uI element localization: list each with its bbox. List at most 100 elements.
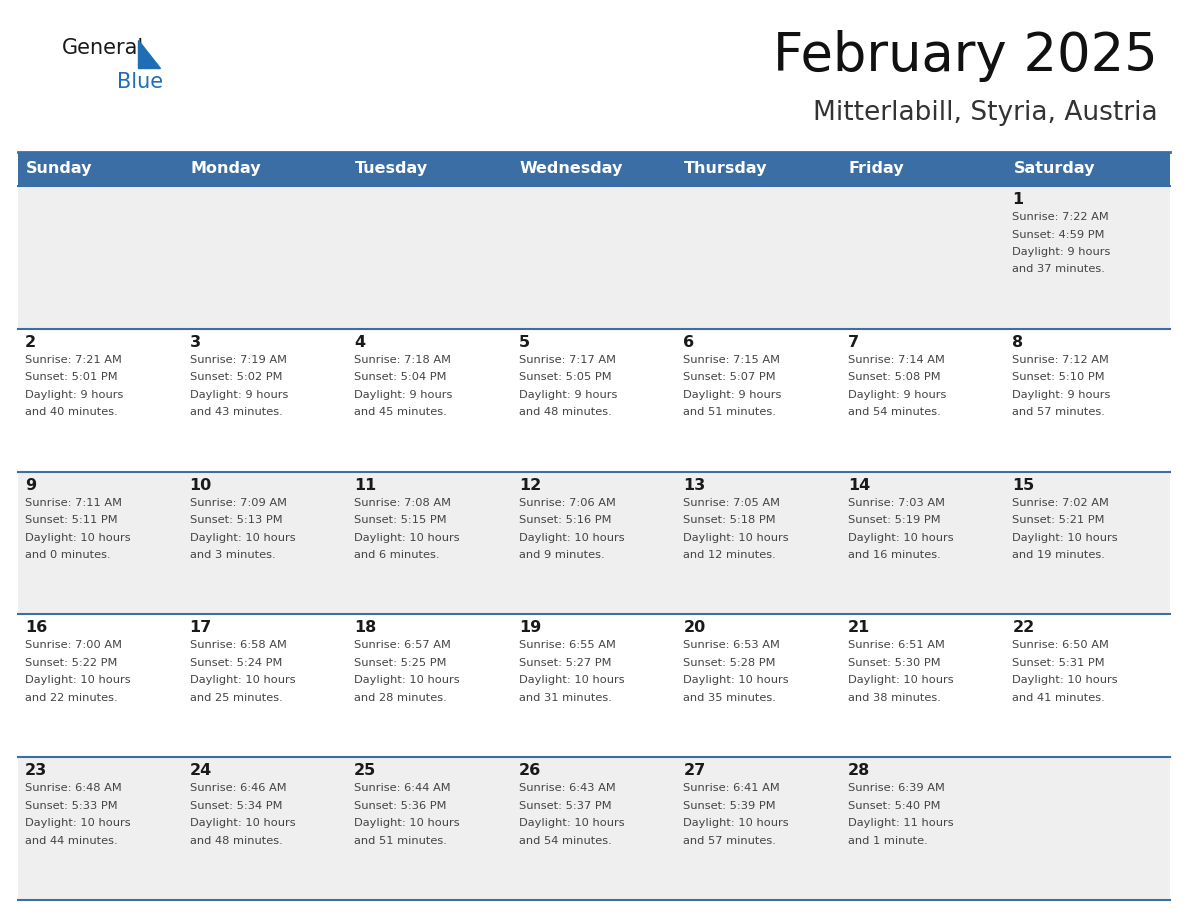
Text: Daylight: 9 hours: Daylight: 9 hours — [1012, 247, 1111, 257]
Text: 2: 2 — [25, 335, 36, 350]
Text: Sunrise: 7:00 AM: Sunrise: 7:00 AM — [25, 641, 122, 650]
Bar — [18, 152, 1170, 186]
Text: 9: 9 — [25, 477, 36, 493]
Text: Sunset: 5:22 PM: Sunset: 5:22 PM — [25, 658, 118, 668]
Text: 19: 19 — [519, 621, 541, 635]
Bar — [18, 186, 1170, 329]
Text: Sunset: 5:40 PM: Sunset: 5:40 PM — [848, 800, 941, 811]
Text: Wednesday: Wednesday — [519, 162, 623, 176]
Text: 14: 14 — [848, 477, 870, 493]
Text: Daylight: 10 hours: Daylight: 10 hours — [1012, 676, 1118, 686]
Text: Sunset: 5:34 PM: Sunset: 5:34 PM — [190, 800, 282, 811]
Text: Daylight: 9 hours: Daylight: 9 hours — [190, 390, 287, 400]
Text: 21: 21 — [848, 621, 870, 635]
Text: 13: 13 — [683, 477, 706, 493]
Text: Sunrise: 7:03 AM: Sunrise: 7:03 AM — [848, 498, 944, 508]
Text: Sunset: 5:33 PM: Sunset: 5:33 PM — [25, 800, 118, 811]
Text: and 28 minutes.: and 28 minutes. — [354, 693, 447, 703]
Text: Sunset: 5:19 PM: Sunset: 5:19 PM — [848, 515, 941, 525]
Text: 22: 22 — [1012, 621, 1035, 635]
Text: Sunrise: 7:18 AM: Sunrise: 7:18 AM — [354, 354, 451, 364]
Text: Sunset: 5:01 PM: Sunset: 5:01 PM — [25, 373, 118, 382]
Text: Blue: Blue — [116, 72, 163, 92]
Text: Daylight: 9 hours: Daylight: 9 hours — [519, 390, 617, 400]
Text: and 35 minutes.: and 35 minutes. — [683, 693, 776, 703]
Text: and 57 minutes.: and 57 minutes. — [683, 835, 776, 845]
Text: Sunset: 5:02 PM: Sunset: 5:02 PM — [190, 373, 282, 382]
Text: 24: 24 — [190, 763, 211, 778]
Text: Friday: Friday — [849, 162, 904, 176]
Text: Daylight: 9 hours: Daylight: 9 hours — [848, 390, 946, 400]
Text: and 57 minutes.: and 57 minutes. — [1012, 408, 1105, 418]
Text: Daylight: 10 hours: Daylight: 10 hours — [25, 532, 131, 543]
Text: Thursday: Thursday — [684, 162, 767, 176]
Text: Daylight: 10 hours: Daylight: 10 hours — [848, 676, 954, 686]
Text: Sunrise: 7:22 AM: Sunrise: 7:22 AM — [1012, 212, 1110, 222]
Text: Sunrise: 7:17 AM: Sunrise: 7:17 AM — [519, 354, 615, 364]
Text: Sunset: 5:30 PM: Sunset: 5:30 PM — [848, 658, 941, 668]
Text: Sunset: 5:15 PM: Sunset: 5:15 PM — [354, 515, 447, 525]
Text: Daylight: 10 hours: Daylight: 10 hours — [519, 532, 625, 543]
Text: Sunset: 5:36 PM: Sunset: 5:36 PM — [354, 800, 447, 811]
Text: Daylight: 10 hours: Daylight: 10 hours — [1012, 532, 1118, 543]
Text: and 16 minutes.: and 16 minutes. — [848, 550, 941, 560]
Text: and 54 minutes.: and 54 minutes. — [848, 408, 941, 418]
Bar — [18, 329, 1170, 472]
Text: 5: 5 — [519, 335, 530, 350]
Text: Sunrise: 6:44 AM: Sunrise: 6:44 AM — [354, 783, 450, 793]
Text: and 22 minutes.: and 22 minutes. — [25, 693, 118, 703]
Text: February 2025: February 2025 — [773, 30, 1158, 82]
Text: and 51 minutes.: and 51 minutes. — [354, 835, 447, 845]
Text: Sunrise: 6:41 AM: Sunrise: 6:41 AM — [683, 783, 781, 793]
Text: Daylight: 10 hours: Daylight: 10 hours — [683, 532, 789, 543]
Text: Monday: Monday — [190, 162, 261, 176]
Text: Sunrise: 6:58 AM: Sunrise: 6:58 AM — [190, 641, 286, 650]
Text: and 12 minutes.: and 12 minutes. — [683, 550, 776, 560]
Text: and 25 minutes.: and 25 minutes. — [190, 693, 283, 703]
Text: Sunset: 5:37 PM: Sunset: 5:37 PM — [519, 800, 612, 811]
Text: Sunset: 5:27 PM: Sunset: 5:27 PM — [519, 658, 611, 668]
Text: Sunset: 5:25 PM: Sunset: 5:25 PM — [354, 658, 447, 668]
Text: Sunset: 5:31 PM: Sunset: 5:31 PM — [1012, 658, 1105, 668]
Text: Sunset: 5:13 PM: Sunset: 5:13 PM — [190, 515, 283, 525]
Text: and 0 minutes.: and 0 minutes. — [25, 550, 110, 560]
Text: 27: 27 — [683, 763, 706, 778]
Text: Sunset: 5:07 PM: Sunset: 5:07 PM — [683, 373, 776, 382]
Text: and 1 minute.: and 1 minute. — [848, 835, 928, 845]
Text: Sunrise: 7:21 AM: Sunrise: 7:21 AM — [25, 354, 122, 364]
Text: Sunrise: 7:08 AM: Sunrise: 7:08 AM — [354, 498, 451, 508]
Text: Sunrise: 7:05 AM: Sunrise: 7:05 AM — [683, 498, 781, 508]
Text: 18: 18 — [354, 621, 377, 635]
Text: Sunrise: 6:39 AM: Sunrise: 6:39 AM — [848, 783, 944, 793]
Text: Sunset: 5:28 PM: Sunset: 5:28 PM — [683, 658, 776, 668]
Text: Daylight: 10 hours: Daylight: 10 hours — [190, 676, 295, 686]
Text: 1: 1 — [1012, 192, 1024, 207]
Text: Sunrise: 7:19 AM: Sunrise: 7:19 AM — [190, 354, 286, 364]
Text: and 19 minutes.: and 19 minutes. — [1012, 550, 1105, 560]
Text: General: General — [62, 38, 144, 58]
Bar — [18, 757, 1170, 900]
Text: Daylight: 10 hours: Daylight: 10 hours — [354, 818, 460, 828]
Text: and 45 minutes.: and 45 minutes. — [354, 408, 447, 418]
Text: and 37 minutes.: and 37 minutes. — [1012, 264, 1105, 274]
Text: and 48 minutes.: and 48 minutes. — [519, 408, 612, 418]
Text: 20: 20 — [683, 621, 706, 635]
Text: Daylight: 10 hours: Daylight: 10 hours — [683, 676, 789, 686]
Text: Sunset: 5:24 PM: Sunset: 5:24 PM — [190, 658, 282, 668]
Text: and 3 minutes.: and 3 minutes. — [190, 550, 276, 560]
Text: and 48 minutes.: and 48 minutes. — [190, 835, 283, 845]
Text: Daylight: 10 hours: Daylight: 10 hours — [519, 818, 625, 828]
Text: and 31 minutes.: and 31 minutes. — [519, 693, 612, 703]
Text: 12: 12 — [519, 477, 541, 493]
Text: Sunset: 5:10 PM: Sunset: 5:10 PM — [1012, 373, 1105, 382]
Text: Daylight: 9 hours: Daylight: 9 hours — [354, 390, 453, 400]
Polygon shape — [138, 40, 160, 68]
Text: Sunrise: 6:51 AM: Sunrise: 6:51 AM — [848, 641, 944, 650]
Text: 23: 23 — [25, 763, 48, 778]
Text: Daylight: 9 hours: Daylight: 9 hours — [25, 390, 124, 400]
Text: Sunset: 5:05 PM: Sunset: 5:05 PM — [519, 373, 612, 382]
Text: Daylight: 10 hours: Daylight: 10 hours — [848, 532, 954, 543]
Bar — [18, 614, 1170, 757]
Text: Daylight: 9 hours: Daylight: 9 hours — [1012, 390, 1111, 400]
Text: and 43 minutes.: and 43 minutes. — [190, 408, 283, 418]
